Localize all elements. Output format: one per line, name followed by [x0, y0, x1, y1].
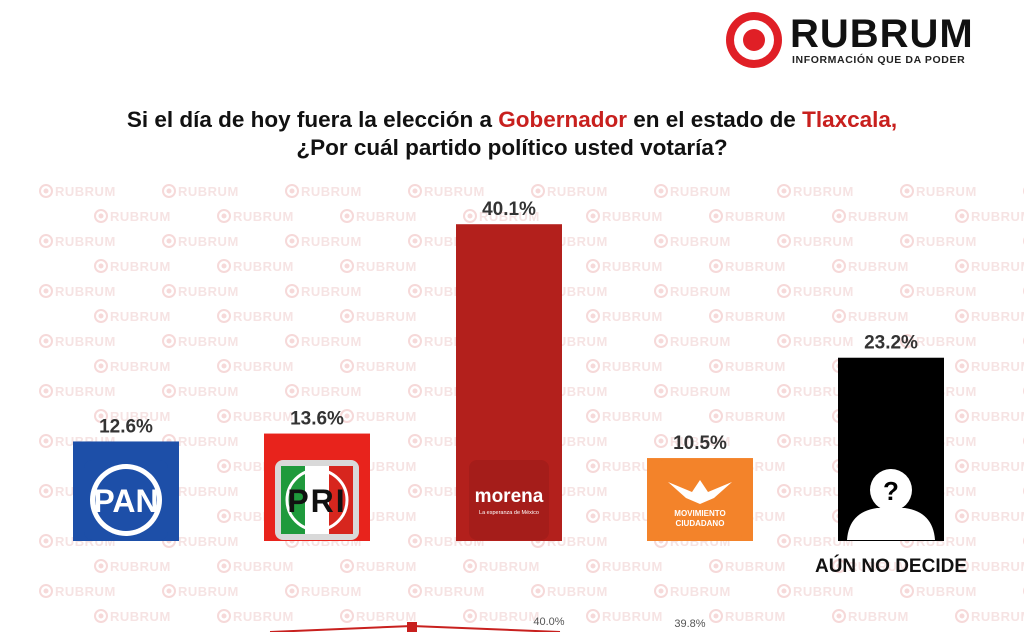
morena-logo-subtitle: La esperanza de México — [479, 510, 539, 516]
data-label: 40.1% — [482, 199, 536, 220]
data-label: 12.6% — [99, 416, 153, 437]
pri-logo-icon: PRI — [275, 460, 359, 540]
morena-logo-icon: morena La esperanza de México — [469, 460, 549, 540]
mc-logo-line1: MOVIMIENTO — [674, 509, 725, 518]
pri-logo-text: PRI — [287, 483, 346, 519]
pan-logo-text: PAN — [93, 483, 158, 519]
data-label: 23.2% — [864, 333, 918, 354]
data-label: 13.6% — [290, 409, 344, 430]
footer-marker — [407, 622, 417, 632]
bar-chart: 12.6% 13.6% 40.1% 10.5% 23.2% PAN PRI morena La … — [0, 0, 1024, 632]
question-mark-text: ? — [883, 476, 899, 506]
category-label-undecided: AÚN NO DECIDE — [815, 555, 967, 577]
pan-logo-icon: PAN — [84, 460, 168, 540]
data-label: 10.5% — [673, 433, 727, 454]
footer-value-label: 39.8% — [674, 618, 705, 630]
mc-logo-line2: CIUDADANO — [676, 519, 725, 528]
footer-value-label: 40.0% — [533, 616, 564, 628]
morena-logo-text: morena — [475, 486, 544, 507]
